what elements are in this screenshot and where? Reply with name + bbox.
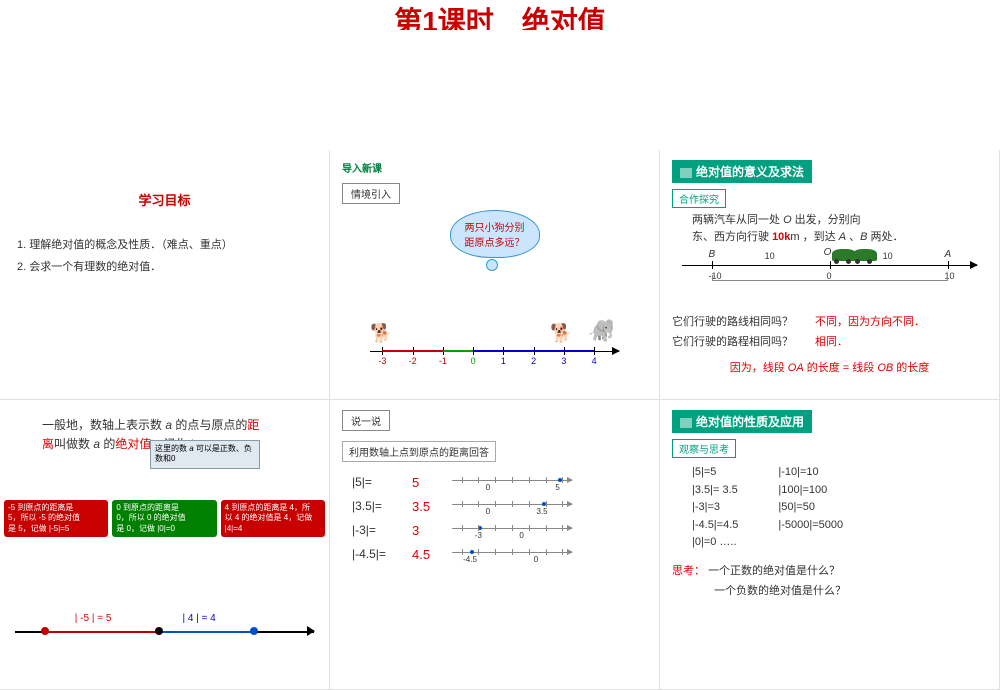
value-item: |3.5|= 3.5 bbox=[692, 482, 738, 500]
q2: 它们行驶的路程相同吗？ bbox=[672, 336, 793, 348]
objective-1: 1. 理解绝对值的概念及性质．（难点、重点） bbox=[17, 234, 312, 256]
panel-intro: 导入新课 情境引入 两只小狗分别 距原点多远？ 🐕 🐕 🐘 -3-2-10123… bbox=[330, 150, 660, 400]
page-title: 第1课时 绝对值 bbox=[0, 0, 1000, 30]
q1: 它们行驶的路线相同吗？ bbox=[672, 316, 793, 328]
note-box: 这里的数 a 可以是正数、负数和0 bbox=[150, 440, 260, 469]
equation-row: |-3|= 3 -30 bbox=[352, 520, 647, 540]
tick-label: -2 bbox=[409, 356, 417, 366]
tick-label: -1 bbox=[439, 356, 447, 366]
objectives-heading: 学习目标 bbox=[12, 190, 317, 209]
callout-zero: 0 到原点的距离是0，所以 0 的绝对值是 0，记做 |0|=0 bbox=[112, 500, 216, 537]
observe-label: 观察与思考 bbox=[672, 439, 736, 458]
mini-number-line: 03.5 bbox=[452, 496, 572, 516]
panel-properties: 绝对值的性质及应用 观察与思考 |5|=5|3.5|= 3.5|-3|=3|-4… bbox=[660, 400, 1000, 690]
rhs: 3 bbox=[412, 523, 442, 538]
think-label: 思考： bbox=[672, 565, 705, 577]
lhs: |3.5|= bbox=[352, 499, 402, 513]
rhs: 4.5 bbox=[412, 547, 442, 562]
problem-text: 两辆汽车从同一处 O 出发，分别向 东、西方向行驶 10km ，到达 A 、B … bbox=[672, 212, 987, 245]
tick-label: 2 bbox=[531, 356, 536, 366]
def-number-line: | -5 | = 5 | 4 | = 4 bbox=[15, 619, 314, 649]
value-item: |0|=0 ….. bbox=[692, 534, 738, 552]
value-item: |-4.5|=4.5 bbox=[692, 517, 738, 535]
mini-number-line: -4.50 bbox=[452, 544, 572, 564]
slide-grid: 学习目标 1. 理解绝对值的概念及性质．（难点、重点） 2. 会求一个有理数的绝… bbox=[0, 150, 1000, 690]
tick-label: 0 bbox=[471, 356, 476, 366]
equation-row: |-4.5|= 4.5 -4.50 bbox=[352, 544, 647, 564]
reason: 因为，线段 OA 的长度 = 线段 OB 的长度 bbox=[672, 359, 987, 375]
car-diagram: B O A -10 0 10 10 10 bbox=[682, 251, 977, 301]
scenario-label: 情境引入 bbox=[342, 183, 400, 204]
panel-examples: 说一说 利用数轴上点到原点的距离回答 |5|=505|3.5|=3.503.5|… bbox=[330, 400, 660, 690]
tick bbox=[594, 347, 595, 355]
tick-label: 1 bbox=[501, 356, 506, 366]
equation-row: |5|= 5 05 bbox=[352, 472, 647, 492]
callout-neg5: -5 到原点的距离是5，所以 -5 的绝对值是 5，记做 |-5|=5 bbox=[4, 500, 108, 537]
tick-label: -3 bbox=[378, 356, 386, 366]
equation-row: |3.5|= 3.5 03.5 bbox=[352, 496, 647, 516]
value-item: |50|=50 bbox=[778, 499, 843, 517]
prompt: 利用数轴上点到原点的距离回答 bbox=[342, 441, 496, 462]
value-item: |-5000|=5000 bbox=[778, 517, 843, 535]
bubble-line1: 两只小狗分别 bbox=[465, 219, 525, 234]
coop-label: 合作探究 bbox=[672, 189, 726, 208]
value-item: |100|=100 bbox=[778, 482, 843, 500]
lhs: |-4.5|= bbox=[352, 547, 402, 561]
a1: 不同，因为方向不同． bbox=[815, 316, 925, 328]
objective-2: 2. 会求一个有理数的绝对值． bbox=[17, 256, 312, 278]
rhs: 3.5 bbox=[412, 499, 442, 514]
talk-label: 说一说 bbox=[342, 410, 390, 431]
car-icon bbox=[853, 249, 877, 261]
lhs: |-3|= bbox=[352, 523, 402, 537]
think-q1: 一个正数的绝对值是什么？ bbox=[708, 565, 840, 577]
mini-number-line: -30 bbox=[452, 520, 572, 540]
think-q2: 一个负数的绝对值是什么？ bbox=[672, 582, 987, 598]
number-line: -3 -2 -1 0 1 2 3 4 bbox=[370, 341, 619, 371]
tick-label: 4 bbox=[592, 356, 597, 366]
tick-label: 3 bbox=[561, 356, 566, 366]
value-item: |5|=5 bbox=[692, 464, 738, 482]
section-title: 绝对值的意义及求法 bbox=[672, 160, 812, 183]
nav-label: 导入新课 bbox=[342, 160, 647, 175]
mini-number-line: 05 bbox=[452, 472, 572, 492]
a2: 相同． bbox=[815, 336, 848, 348]
panel-definition: 一般地，数轴上表示数 a 的点与原点的距 离叫做数 a 的绝对值，记作 | 这里… bbox=[0, 400, 330, 690]
panel-objectives: 学习目标 1. 理解绝对值的概念及性质．（难点、重点） 2. 会求一个有理数的绝… bbox=[0, 150, 330, 400]
value-item: |-10|=10 bbox=[778, 464, 843, 482]
panel-meaning: 绝对值的意义及求法 合作探究 两辆汽车从同一处 O 出发，分别向 东、西方向行驶… bbox=[660, 150, 1000, 400]
thought-bubble: 两只小狗分别 距原点多远？ bbox=[450, 210, 540, 258]
lhs: |5|= bbox=[352, 475, 402, 489]
value-list: |5|=5|3.5|= 3.5|-3|=3|-4.5|=4.5|0|=0 …..… bbox=[672, 464, 987, 552]
section-title: 绝对值的性质及应用 bbox=[672, 410, 812, 433]
bubble-line2: 距原点多远？ bbox=[465, 234, 525, 249]
value-item: |-3|=3 bbox=[692, 499, 738, 517]
rhs: 5 bbox=[412, 475, 442, 490]
callout-pos4: 4 到原点的距离是 4，所以 4 的绝对值是 4，记做|4|=4 bbox=[221, 500, 325, 537]
